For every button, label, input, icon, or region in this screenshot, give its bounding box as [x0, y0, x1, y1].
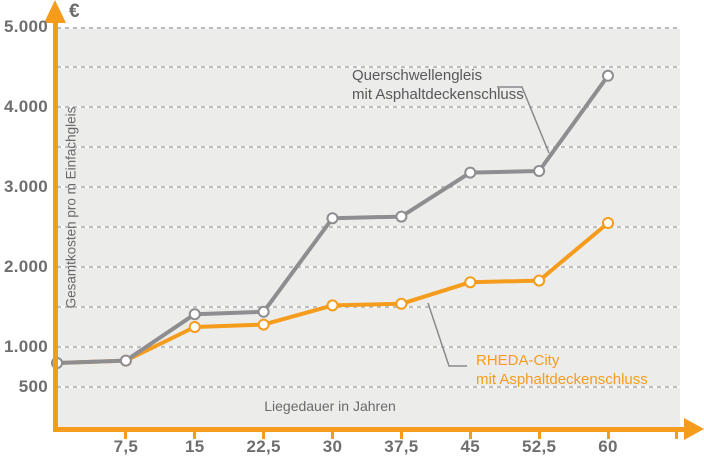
- annotation-callout-line: [497, 86, 550, 154]
- y-axis-unit-label: €: [69, 1, 80, 22]
- x-tick-mark: [675, 432, 679, 439]
- x-tick-label: 37,5: [384, 437, 419, 456]
- annotation-rheda-city-label: RHEDA-City mit Asphaltdeckenschluss: [476, 351, 648, 389]
- series-querschwellengleis-mit-asphaltdeckenschluss: [51, 69, 614, 369]
- data-point-marker: [395, 297, 408, 310]
- x-tick-mark: [399, 432, 403, 439]
- x-tick-label: 60: [598, 437, 618, 456]
- x-tick-mark: [537, 432, 541, 439]
- y-tick-label: 4.000: [3, 97, 48, 116]
- x-tick-mark: [468, 432, 472, 439]
- x-tick-mark: [193, 432, 197, 439]
- y-tick-label: 5.000: [3, 17, 48, 36]
- x-axis-title: Liegedauer in Jahren: [264, 398, 396, 414]
- annotation-text-line: RHEDA-City: [476, 352, 560, 369]
- x-tick-label: 7,5: [113, 437, 139, 456]
- x-axis-line: [53, 427, 686, 432]
- data-point-marker: [464, 276, 477, 289]
- x-tick-label: 15: [184, 437, 205, 456]
- chart-svg: [51, 27, 680, 388]
- x-tick-label: 45: [460, 437, 480, 456]
- y-axis-line: [53, 16, 58, 431]
- data-point-marker: [326, 212, 339, 225]
- data-point-marker: [464, 166, 477, 179]
- data-point-marker: [602, 69, 614, 82]
- y-tick-label: 2.000: [3, 257, 48, 276]
- annotation-text-line: mit Asphaltdeckenschluss: [476, 371, 648, 388]
- data-point-marker: [188, 308, 201, 321]
- data-point-marker: [119, 354, 132, 367]
- annotation-callout-line: [427, 302, 467, 367]
- x-tick-label: 52,5: [521, 437, 557, 456]
- x-tick-mark: [262, 432, 266, 439]
- x-tick-mark: [606, 432, 610, 439]
- annotation-text-line: Querschwellengleis: [352, 67, 483, 84]
- data-point-marker: [602, 217, 614, 229]
- data-point-marker: [533, 274, 546, 287]
- annotation-querschwellengleis-label: Querschwellengleis mit Asphaltdeckenschl…: [352, 66, 524, 104]
- data-point-marker: [188, 321, 201, 333]
- series-rheda-city-mit-asphaltdeckenschluss: [51, 217, 614, 369]
- x-tick-label: 30: [322, 437, 343, 456]
- data-point-marker: [257, 318, 270, 331]
- x-tick-mark: [331, 432, 334, 439]
- data-point-marker: [326, 299, 339, 312]
- data-point-marker: [533, 165, 546, 177]
- y-tick-label: 3.000: [3, 177, 48, 196]
- data-point-marker: [395, 210, 408, 223]
- annotation-text-line: mit Asphaltdeckenschluss: [352, 86, 524, 103]
- y-tick-label: 1.000: [3, 337, 48, 356]
- y-axis-title: Gesamtkosten pro m Einfachgleis: [63, 106, 79, 309]
- x-axis-arrow-icon: [684, 418, 704, 440]
- x-tick-mark: [124, 432, 128, 439]
- x-tick-label: 22,5: [246, 437, 281, 456]
- y-tick-label: 500: [18, 377, 48, 396]
- y-axis-arrow-icon: [44, 0, 66, 23]
- data-point-marker: [257, 305, 270, 318]
- series-line: [56, 221, 610, 365]
